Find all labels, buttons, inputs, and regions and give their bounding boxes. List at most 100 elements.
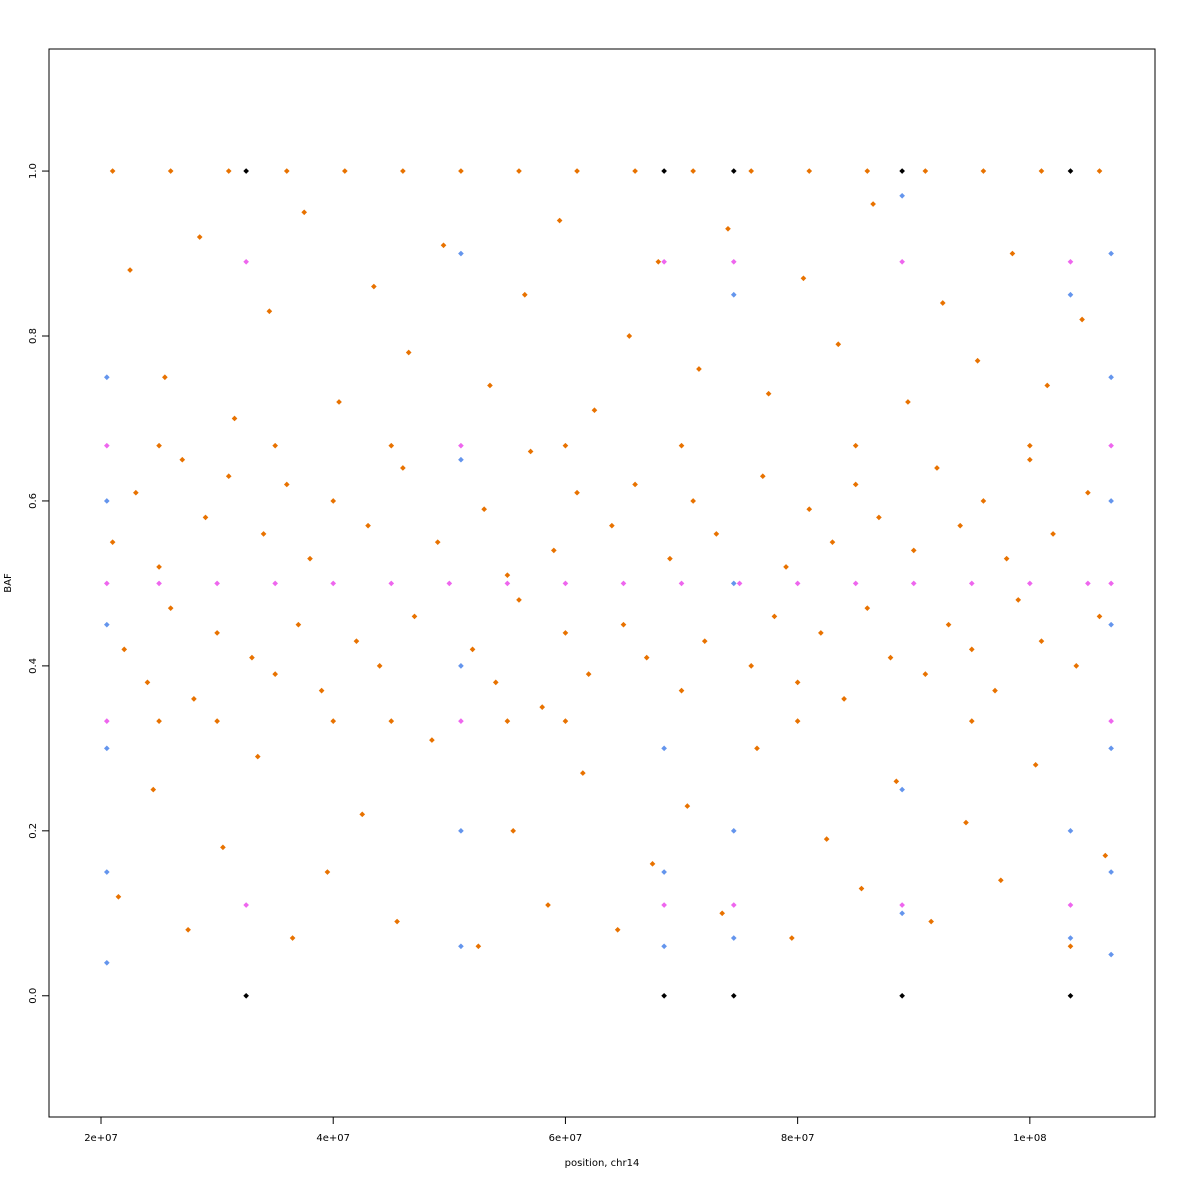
point: [1079, 316, 1085, 323]
point: [103, 869, 110, 875]
point: [562, 442, 569, 449]
point: [806, 168, 813, 174]
point: [1067, 943, 1074, 950]
point: [504, 580, 511, 587]
point: [196, 234, 203, 240]
point: [359, 811, 366, 818]
point: [103, 374, 110, 381]
y-tick-label: 0.6: [28, 493, 39, 509]
point: [133, 489, 139, 496]
point: [167, 168, 174, 174]
point: [661, 869, 667, 875]
point: [1067, 935, 1074, 941]
point: [945, 621, 952, 628]
point: [388, 580, 395, 587]
point: [794, 679, 801, 686]
point: [1067, 827, 1074, 834]
point: [487, 382, 493, 389]
point: [121, 646, 128, 653]
point: [771, 613, 778, 620]
point: [243, 258, 249, 265]
point: [440, 242, 447, 249]
point: [667, 555, 673, 562]
y-tick-label: 1.0: [28, 163, 39, 179]
point: [516, 597, 522, 603]
point: [1050, 531, 1056, 537]
point: [1027, 442, 1033, 449]
point: [823, 836, 830, 842]
point: [185, 926, 191, 933]
point: [516, 168, 522, 174]
point: [794, 718, 801, 724]
point: [458, 456, 464, 463]
point: [214, 718, 220, 724]
point: [388, 718, 395, 724]
point: [852, 580, 859, 587]
point: [469, 646, 476, 653]
point: [800, 275, 807, 282]
point: [249, 654, 255, 661]
point: [661, 258, 667, 265]
point: [730, 168, 737, 174]
point: [254, 753, 261, 760]
point: [870, 201, 876, 207]
point: [1108, 869, 1114, 875]
point: [545, 902, 551, 908]
point: [225, 168, 232, 174]
point: [661, 745, 667, 752]
point: [1003, 555, 1010, 562]
point: [765, 390, 772, 397]
point: [730, 935, 737, 941]
point: [899, 168, 905, 174]
point: [730, 902, 737, 908]
point: [556, 217, 563, 224]
point: [661, 943, 667, 950]
point: [759, 473, 766, 480]
point: [388, 442, 395, 449]
point: [167, 605, 174, 611]
point: [910, 580, 917, 587]
point: [243, 902, 249, 908]
x-axis-label: position, chr14: [565, 1158, 640, 1169]
point: [1108, 442, 1114, 449]
point: [905, 399, 911, 405]
point: [550, 547, 557, 554]
point: [162, 374, 168, 381]
point: [336, 399, 342, 405]
point: [661, 902, 667, 908]
point: [864, 168, 871, 174]
point: [156, 564, 162, 570]
point: [156, 580, 162, 587]
point: [202, 514, 209, 521]
point: [655, 258, 662, 265]
point: [1108, 498, 1114, 504]
point: [214, 580, 220, 587]
point: [893, 778, 900, 785]
point: [725, 225, 731, 232]
point: [899, 192, 905, 199]
point: [876, 514, 882, 521]
point: [330, 580, 337, 587]
point: [458, 827, 464, 834]
point: [504, 718, 511, 724]
point: [371, 283, 377, 290]
point: [997, 877, 1004, 884]
point: [260, 531, 267, 537]
point: [852, 442, 859, 449]
point: [434, 539, 441, 546]
point: [719, 910, 725, 917]
point: [835, 341, 842, 348]
point: [591, 407, 598, 414]
point: [562, 630, 569, 636]
point: [458, 442, 464, 449]
point: [934, 465, 940, 471]
point: [609, 522, 615, 529]
point: [864, 605, 871, 611]
point: [789, 935, 795, 941]
point: [1038, 168, 1045, 174]
point: [289, 935, 296, 941]
point: [899, 258, 905, 265]
point: [429, 737, 435, 743]
